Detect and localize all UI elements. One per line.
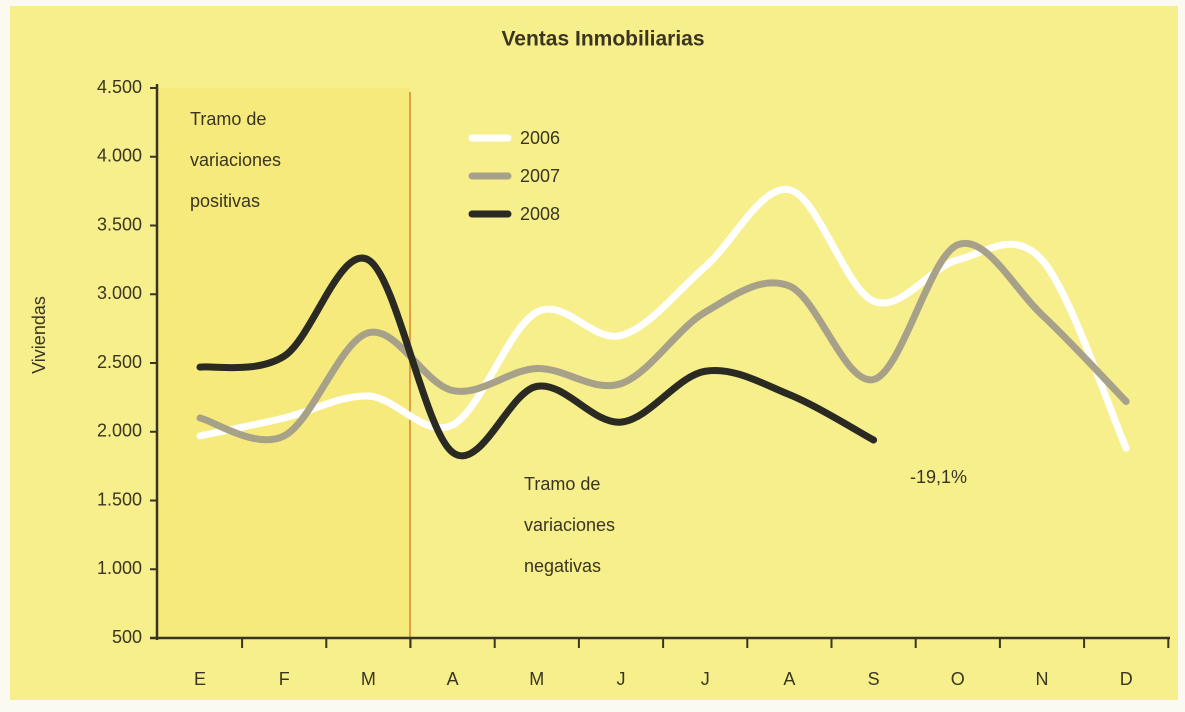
y-tick-label: 3.000 <box>97 283 142 303</box>
annotation: Tramo de <box>524 474 600 494</box>
annotation: negativas <box>524 556 601 576</box>
y-tick-label: 2.000 <box>97 421 142 441</box>
annotation: positivas <box>190 191 260 211</box>
y-tick-label: 3.500 <box>97 214 142 234</box>
annotation: variaciones <box>524 515 615 535</box>
y-tick-label: 1.500 <box>97 489 142 509</box>
x-tick-label: J <box>617 669 626 689</box>
y-tick-label: 500 <box>112 627 142 647</box>
legend-label: 2007 <box>520 166 560 186</box>
y-tick-label: 1.000 <box>97 558 142 578</box>
x-tick-label: J <box>701 669 710 689</box>
y-tick-label: 2.500 <box>97 352 142 372</box>
positive-zone <box>157 88 410 638</box>
annotation: Tramo de <box>190 109 266 129</box>
y-tick-label: 4.500 <box>97 77 142 97</box>
x-tick-label: A <box>447 669 459 689</box>
y-tick-label: 4.000 <box>97 146 142 166</box>
series-line <box>196 186 1130 452</box>
legend-label: 2006 <box>520 128 560 148</box>
annotation: -19,1% <box>910 467 967 487</box>
legend-label: 2008 <box>520 204 560 224</box>
x-tick-label: M <box>361 669 376 689</box>
x-tick-label: E <box>194 669 206 689</box>
chart-title: Ventas Inmobiliarias <box>501 28 704 51</box>
x-tick-label: S <box>868 669 880 689</box>
series-line <box>196 254 878 459</box>
x-tick-label: D <box>1120 669 1133 689</box>
x-tick-label: M <box>529 669 544 689</box>
series-line <box>196 239 1130 444</box>
y-axis-label: Viviendas <box>29 296 49 374</box>
annotation: variaciones <box>190 150 281 170</box>
x-tick-label: N <box>1036 669 1049 689</box>
x-tick-label: O <box>951 669 965 689</box>
x-tick-label: F <box>279 669 290 689</box>
x-tick-label: A <box>783 669 795 689</box>
